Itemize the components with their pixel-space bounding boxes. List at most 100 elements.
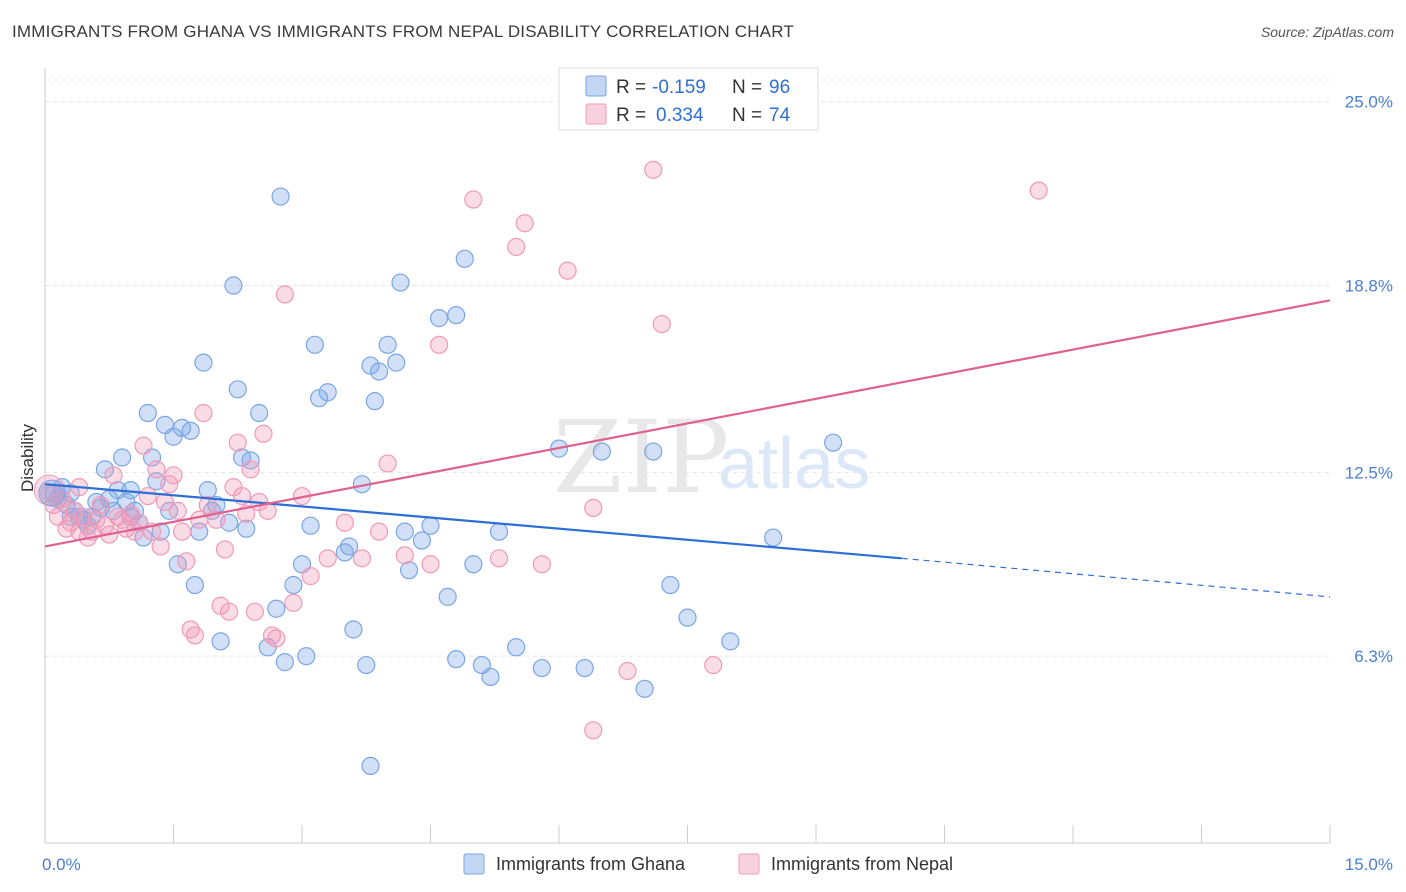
nepal-point-31 <box>172 522 192 541</box>
bottom-legend-ghana: Immigrants from Ghana <box>496 854 686 874</box>
x-tick-label-0: 0.0% <box>42 855 81 874</box>
nepal-point-79 <box>53 489 72 509</box>
ghana-point-92 <box>824 433 843 452</box>
nepal-point-66 <box>489 549 509 568</box>
legend-ghana-n-value: 96 <box>769 77 790 98</box>
ghana-point-63 <box>365 392 384 411</box>
nepal-point-57 <box>318 549 337 568</box>
watermark: ZIP atlas <box>553 399 870 516</box>
ghana-point-86 <box>635 679 654 698</box>
nepal-point-30 <box>168 501 187 520</box>
nepal-point-47 <box>245 602 264 621</box>
ghana-point-53 <box>301 516 320 535</box>
ghana-point-31 <box>181 421 200 440</box>
nepal-point-56 <box>301 567 320 586</box>
nepal-point-74 <box>652 314 671 334</box>
nepal-point-61 <box>378 454 397 473</box>
ghana-point-50 <box>284 575 303 595</box>
ghana-point-32 <box>185 575 205 595</box>
nepal-point-77 <box>584 721 603 740</box>
legend-ghana-n-label: N = <box>732 77 762 98</box>
ghana-point-70 <box>412 531 432 550</box>
nepal-point-52 <box>267 629 286 648</box>
ghana-point-84 <box>575 658 594 678</box>
nepal-point-36 <box>194 403 213 423</box>
ghana-point-87 <box>644 442 663 461</box>
ghana-point-81 <box>507 638 526 657</box>
nepal-point-15 <box>104 466 123 485</box>
ghana-point-90 <box>721 632 740 651</box>
ghana-point-22 <box>138 403 157 423</box>
nepal-point-32 <box>177 552 196 571</box>
ghana-point-64 <box>370 362 389 381</box>
ghana-point-43 <box>237 519 256 538</box>
nepal-point-68 <box>515 214 534 233</box>
nepal-point-28 <box>160 475 179 494</box>
legend-ghana-r-label: R = <box>616 77 646 98</box>
ghana-point-88 <box>661 575 680 595</box>
nepal-point-69 <box>532 555 551 574</box>
nepal-point-75 <box>704 655 723 675</box>
ghana-point-72 <box>429 309 449 328</box>
ghana-point-52 <box>297 647 316 666</box>
data-points <box>33 160 1048 776</box>
ghana-trend-extension <box>901 557 1331 598</box>
ghana-point-68 <box>395 522 414 541</box>
ghana-point-66 <box>387 353 406 372</box>
nepal-point-70 <box>558 261 577 280</box>
nepal-point-12 <box>91 495 110 515</box>
legend-swatch-nepal <box>585 103 607 125</box>
ghana-point-79 <box>481 667 500 687</box>
nepal-point-23 <box>138 486 157 506</box>
ghana-point-45 <box>250 403 269 423</box>
ghana-point-74 <box>447 650 466 669</box>
y-tick-label-0: 6.3% <box>1354 647 1393 666</box>
nepal-point-71 <box>584 498 603 518</box>
y-tick-label-2: 18.8% <box>1345 277 1393 296</box>
nepal-point-63 <box>421 555 440 574</box>
axes <box>44 68 1331 844</box>
ghana-point-48 <box>271 187 290 206</box>
nepal-point-76 <box>1029 181 1048 200</box>
ghana-point-89 <box>678 608 697 627</box>
nepal-point-25 <box>147 460 166 479</box>
nepal-point-41 <box>220 602 239 621</box>
nepal-point-72 <box>618 661 637 681</box>
nepal-point-67 <box>507 237 526 257</box>
chart-title: IMMIGRANTS FROM GHANA VS IMMIGRANTS FROM… <box>12 22 794 41</box>
x-tick-label-1: 15.0% <box>1345 855 1393 874</box>
ghana-point-61 <box>357 655 376 675</box>
nepal-point-58 <box>335 513 354 532</box>
nepal-point-22 <box>134 436 153 455</box>
ghana-point-93 <box>361 756 380 776</box>
legend-nepal-r-label: R = <box>616 105 646 126</box>
nepal-point-62 <box>395 546 414 565</box>
nepal-point-34 <box>185 626 205 645</box>
legend-box <box>558 67 819 131</box>
nepal-point-59 <box>352 549 372 568</box>
ghana-point-71 <box>421 516 440 535</box>
bottom-legend: Immigrants from Ghana Immigrants from Ne… <box>463 853 953 875</box>
y-tick-labels: 6.3% 12.5% 18.8% 25.0% <box>1345 93 1393 667</box>
ghana-point-47 <box>267 599 286 618</box>
nepal-point-54 <box>284 593 303 612</box>
legend-nepal-r-value: 0.334 <box>656 105 704 126</box>
nepal-point-64 <box>429 335 449 354</box>
ghana-point-49 <box>275 653 294 672</box>
ghana-point-16 <box>112 448 132 467</box>
nepal-point-46 <box>241 460 260 479</box>
nepal-point-60 <box>370 522 389 541</box>
nepal-point-65 <box>464 190 483 209</box>
grid-lines <box>45 79 1330 657</box>
ghana-point-82 <box>532 658 551 678</box>
ghana-point-34 <box>194 353 213 372</box>
ghana-point-67 <box>391 273 410 292</box>
watermark-zip: ZIP <box>553 399 729 516</box>
ghana-point-56 <box>318 383 337 402</box>
watermark-atlas: atlas <box>718 424 870 504</box>
nepal-point-35 <box>190 510 209 529</box>
legend-nepal-n-label: N = <box>732 105 762 126</box>
bottom-legend-swatch-ghana <box>463 853 485 875</box>
ghana-point-80 <box>489 522 509 541</box>
